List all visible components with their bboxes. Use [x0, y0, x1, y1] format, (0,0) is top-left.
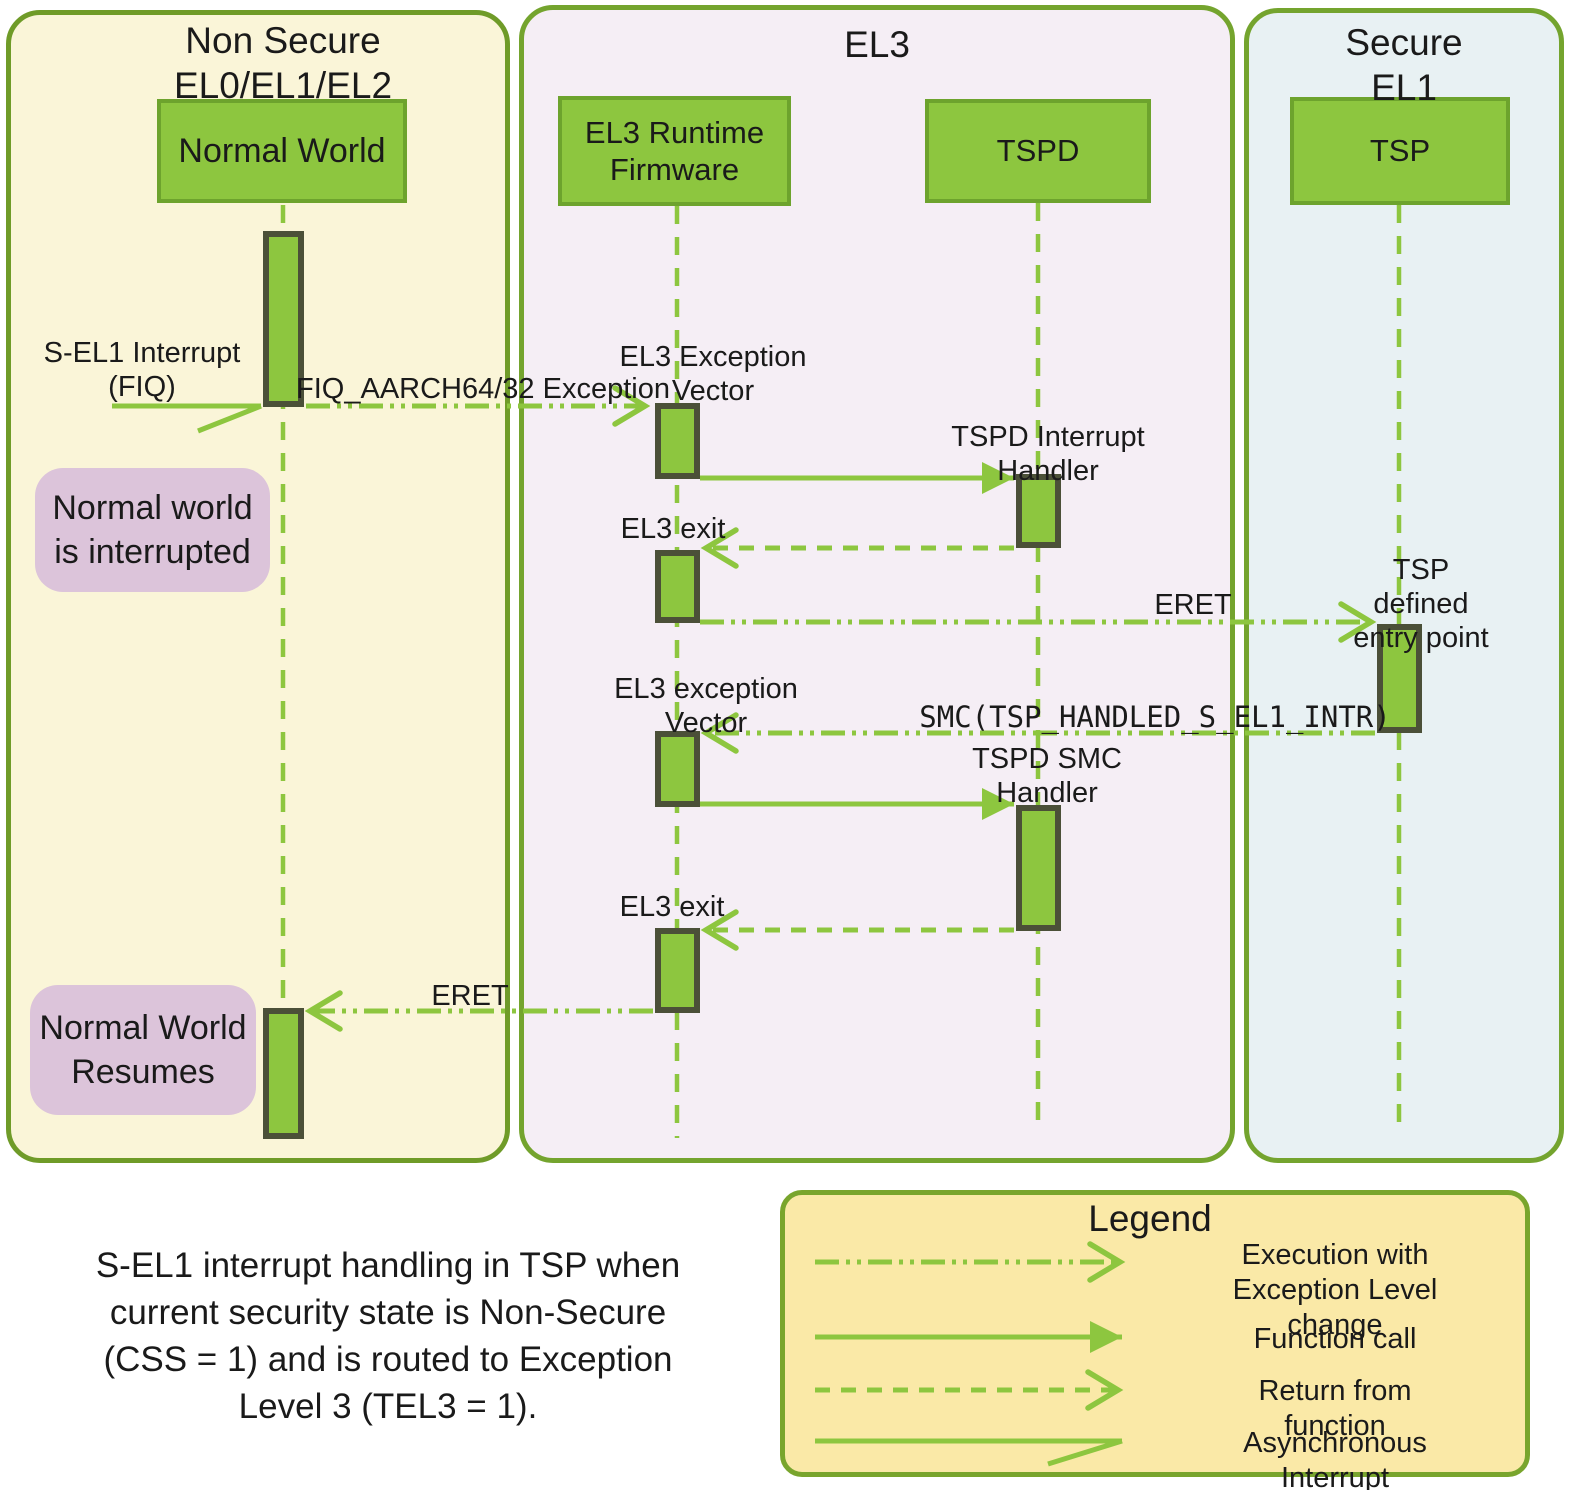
legend-item-exec-label: Execution with Exception Level change: [1232, 1239, 1438, 1341]
legend-box: [780, 1190, 1530, 1477]
legend-title: Legend: [1088, 1198, 1212, 1239]
label-tsp-defined-entry-point: TSP defined entry point: [1353, 554, 1489, 655]
lane-title-secure-el1: Secure EL1: [1345, 22, 1463, 109]
label-smc-tsp-handled: SMC(TSP_HANDLED_S_EL1_INTR): [919, 700, 1391, 734]
activation-el3-exit-second: [655, 928, 700, 1013]
lane-title-non-secure: Non Secure EL0/EL1/EL2: [173, 20, 393, 107]
label-el3-exception-vector-second: EL3 exception Vector: [614, 673, 798, 740]
activation-el3-exception-vector-second: [655, 731, 700, 807]
diagram-caption: S-EL1 interrupt handling in TSP when cur…: [95, 1246, 681, 1426]
label-eret-to-tsp: ERET: [1154, 589, 1232, 621]
actor-el3-runtime-firmware: EL3 Runtime Firmware: [558, 96, 791, 206]
legend-item-return-label: Return from function: [1258, 1375, 1412, 1442]
label-el3-exit-second: EL3 exit: [619, 891, 725, 923]
label-el3-exit-first: EL3 exit: [620, 513, 726, 545]
label-tspd-smc-handler: TSPD SMC Handler: [972, 743, 1122, 810]
lane-title-el3: EL3: [844, 24, 910, 65]
actor-normal-world: Normal World: [157, 99, 407, 203]
actor-tsp: TSP: [1290, 97, 1510, 205]
label-fiq-exception: FIQ_AARCH64/32 Exception: [296, 373, 670, 405]
activation-el3-exception-vector-first: [655, 403, 700, 479]
label-s-el1-interrupt: S-EL1 Interrupt (FIQ): [43, 337, 241, 404]
label-el3-exception-vector-first: EL3 Exception Vector: [619, 341, 807, 408]
note-normal-world-interrupted: Normal world is interrupted: [35, 468, 270, 592]
legend-item-async-interrupt-label: Asynchronous Interrupt: [1243, 1427, 1427, 1490]
label-tspd-interrupt-handler: TSPD Interrupt Handler: [951, 421, 1145, 488]
activation-el3-exit-first: [655, 550, 700, 623]
activation-normal-world-resumes: [263, 1008, 304, 1139]
actor-tspd: TSPD: [925, 99, 1151, 203]
activation-tspd-smc-handler: [1016, 805, 1061, 931]
note-normal-world-resumes: Normal World Resumes: [30, 985, 256, 1115]
label-eret-to-normal-world: ERET: [431, 980, 509, 1012]
legend-item-function-call-label: Function call: [1253, 1323, 1417, 1355]
